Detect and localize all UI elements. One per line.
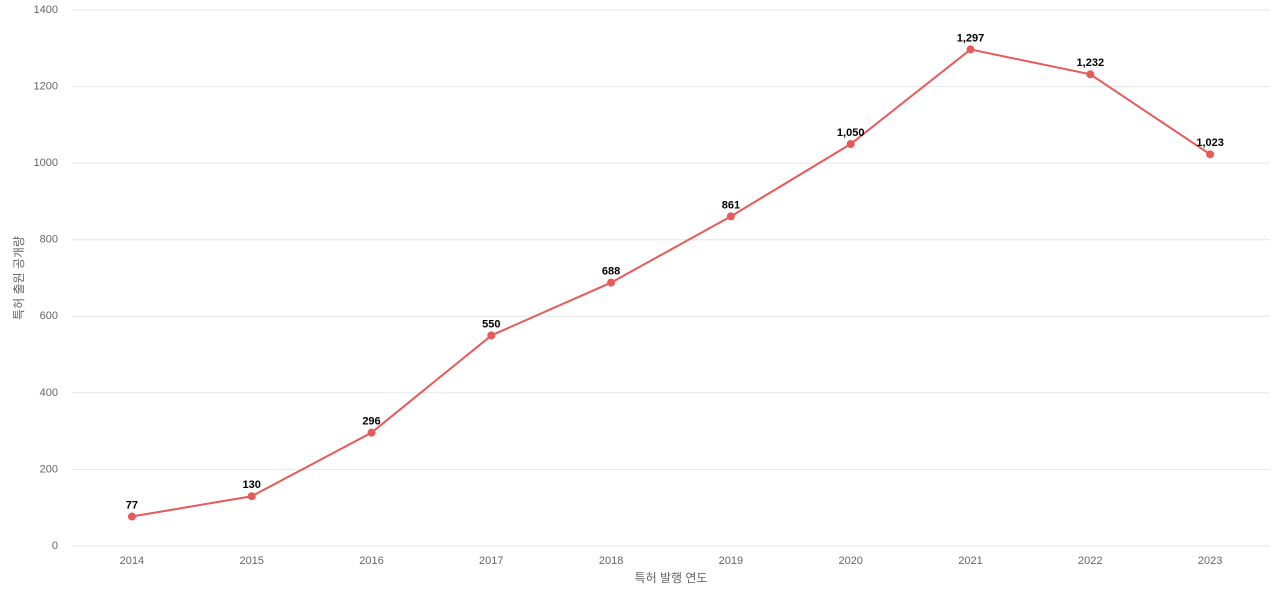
y-tick-label: 600 — [40, 310, 58, 322]
x-tick-label: 2016 — [359, 555, 383, 567]
x-tick-label: 2018 — [599, 555, 623, 567]
data-point — [966, 45, 975, 54]
data-label: 296 — [362, 416, 380, 428]
data-point — [1206, 150, 1215, 159]
data-label: 1,023 — [1196, 137, 1224, 149]
x-tick-label: 2021 — [958, 555, 982, 567]
x-tick-label: 2015 — [239, 555, 263, 567]
y-tick-label: 1400 — [34, 4, 58, 16]
x-tick-label: 2014 — [120, 555, 144, 567]
data-label: 861 — [722, 199, 740, 211]
data-label: 1,297 — [957, 32, 985, 44]
y-tick-label: 0 — [52, 540, 58, 552]
data-point — [127, 512, 136, 521]
x-axis-label: 특허 발행 연도 — [635, 570, 708, 585]
x-tick-label: 2017 — [479, 555, 503, 567]
data-label: 1,232 — [1077, 57, 1105, 69]
y-tick-label: 800 — [40, 234, 58, 246]
x-tick-label: 2020 — [838, 555, 862, 567]
data-label: 77 — [126, 499, 138, 511]
data-point — [367, 428, 376, 437]
data-line — [131, 48, 1211, 518]
data-label: 1,050 — [837, 127, 865, 139]
y-tick-label: 200 — [40, 463, 58, 475]
data-point — [487, 331, 496, 340]
data-label: 688 — [602, 266, 620, 278]
data-point — [1086, 70, 1095, 79]
y-tick-label: 400 — [40, 387, 58, 399]
x-tick-label: 2022 — [1078, 555, 1102, 567]
y-tick-label: 1000 — [34, 157, 58, 169]
data-point — [726, 212, 735, 221]
data-point — [846, 140, 855, 148]
data-label: 130 — [243, 479, 261, 491]
x-tick-label: 2019 — [719, 555, 743, 567]
data-label: 550 — [482, 318, 500, 330]
y-tick-label: 1200 — [34, 80, 58, 92]
y-axis-label: 특허 출원 공개량 — [12, 236, 26, 320]
data-point — [247, 492, 256, 501]
x-tick-label: 2023 — [1198, 555, 1222, 567]
data-point — [607, 278, 616, 287]
